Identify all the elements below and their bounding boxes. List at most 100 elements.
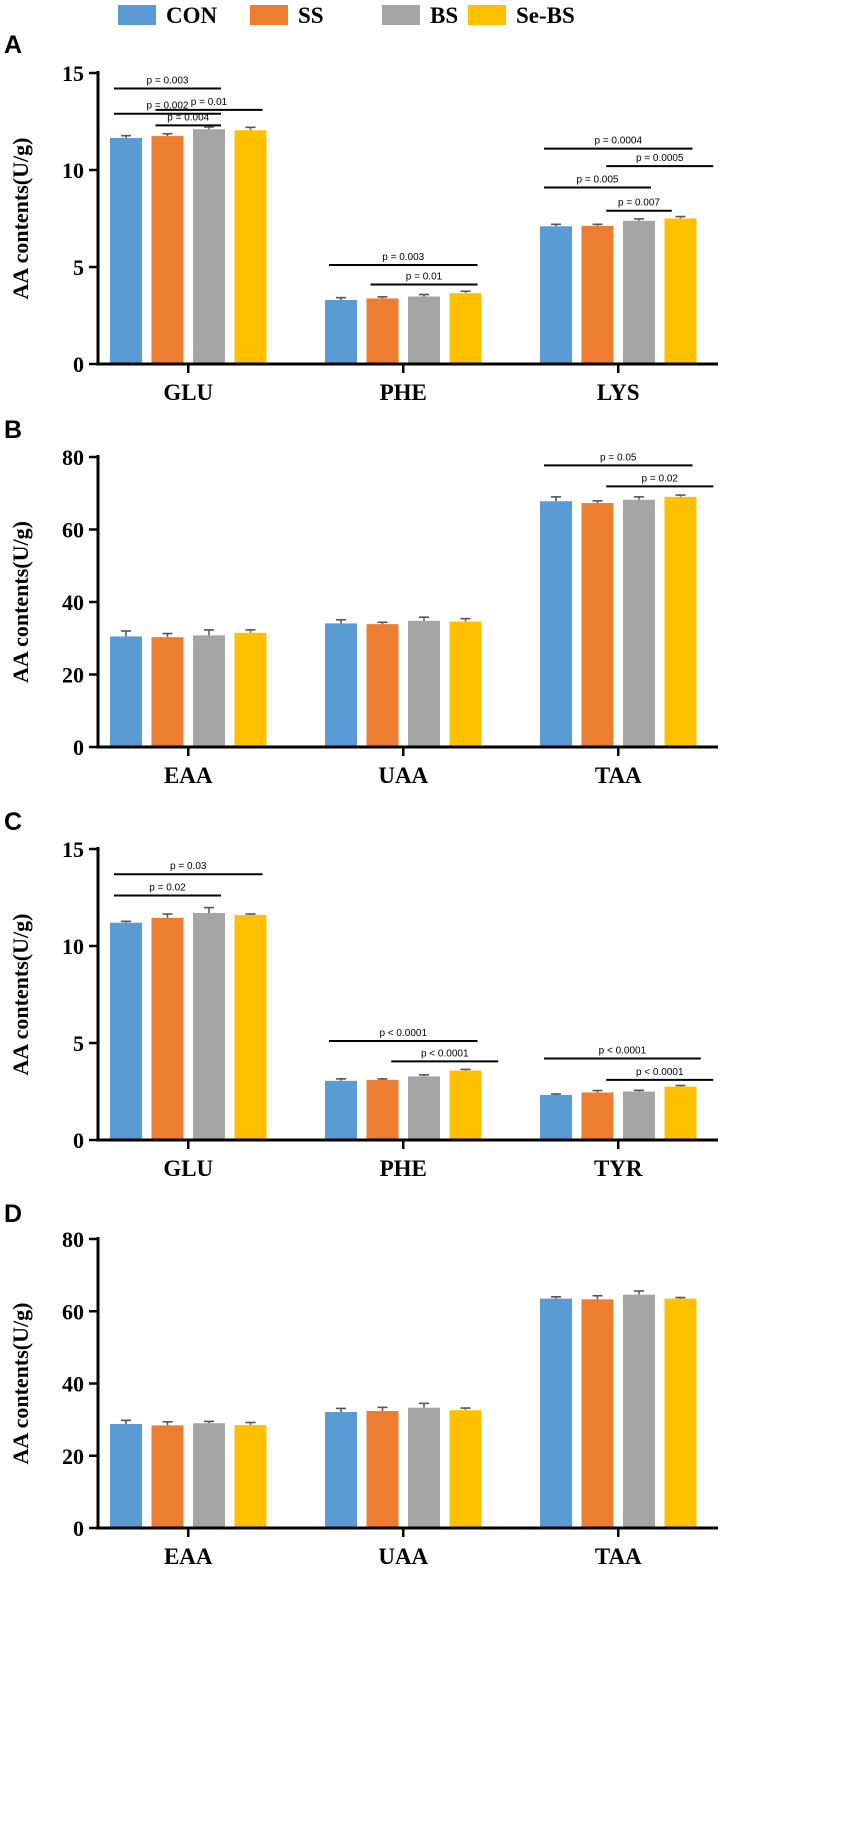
bar (581, 503, 614, 747)
y-tick-label: 5 (73, 1031, 84, 1056)
legend-swatch (250, 5, 288, 25)
bar (234, 130, 267, 364)
y-tick-label: 10 (62, 158, 84, 183)
x-tick-label: EAA (164, 763, 213, 788)
bar (540, 1298, 572, 1528)
bar (325, 299, 357, 364)
bar (581, 1299, 614, 1528)
y-tick-label: 40 (62, 1372, 84, 1397)
y-tick-label: 0 (73, 352, 84, 377)
x-tick-label: PHE (380, 380, 427, 405)
y-tick-label: 5 (73, 255, 84, 280)
x-tick-label: GLU (163, 380, 213, 405)
significance-label: p = 0.003 (382, 252, 424, 263)
significance-label: p = 0.01 (191, 97, 228, 108)
bar (325, 623, 357, 747)
significance-label: p = 0.004 (167, 112, 209, 123)
significance-label: p = 0.007 (618, 198, 660, 209)
bar (540, 1094, 572, 1140)
y-tick-label: 0 (73, 1516, 84, 1541)
y-tick-label: 15 (62, 837, 84, 862)
significance-label: p = 0.05 (600, 452, 637, 463)
y-axis-label: AA contents(U/g) (8, 521, 33, 683)
bar (449, 1410, 482, 1528)
bar (664, 496, 697, 747)
bar (366, 1079, 399, 1140)
bar (449, 293, 482, 364)
y-tick-label: 60 (62, 1299, 84, 1324)
bar (408, 1407, 440, 1528)
y-tick-label: 20 (62, 663, 84, 688)
y-tick-label: 80 (62, 445, 84, 470)
x-tick-label: GLU (163, 1156, 213, 1181)
legend-label: Se-BS (516, 3, 575, 28)
legend-swatch (118, 5, 156, 25)
significance-label: p = 0.002 (147, 101, 189, 112)
y-axis-label: AA contents(U/g) (8, 1303, 33, 1465)
y-tick-label: 15 (62, 61, 84, 86)
bar (664, 218, 697, 364)
bar (623, 499, 655, 747)
significance-label: p < 0.0001 (599, 1046, 647, 1057)
bar (623, 220, 655, 364)
legend-item: Se-BS (468, 3, 575, 28)
y-tick-label: 10 (62, 934, 84, 959)
y-tick-label: 0 (73, 1128, 84, 1153)
x-tick-label: TAA (595, 763, 642, 788)
chart-panel-c: C AA contents(U/g) 0 5 10 15 p = 0.03 p = 0.02 p… (4, 808, 718, 1181)
chart-panel-b: B AA contents(U/g) 0 20 40 60 80 p = 0.05 p = 0.… (4, 416, 718, 788)
y-tick-label: 20 (62, 1444, 84, 1469)
bar (366, 624, 399, 747)
bar (408, 296, 440, 364)
y-axis-label: AA contents(U/g) (8, 914, 33, 1076)
significance-label: p = 0.0005 (636, 153, 684, 164)
x-tick-label: PHE (380, 1156, 427, 1181)
significance-label: p = 0.003 (147, 76, 189, 87)
bar (151, 1425, 184, 1528)
bar (449, 1070, 482, 1140)
bar (623, 1091, 655, 1140)
bar (540, 226, 572, 364)
legend-label: CON (166, 3, 218, 28)
legend-swatch (382, 5, 420, 25)
bar (623, 1294, 655, 1528)
bar (110, 1423, 142, 1528)
bar (151, 917, 184, 1140)
bar (151, 136, 184, 364)
legend-swatch (468, 5, 506, 25)
y-tick-label: 40 (62, 590, 84, 615)
legend-item: CON (118, 3, 218, 28)
x-tick-label: TAA (595, 1544, 642, 1569)
panel-letter: B (4, 416, 22, 444)
bar (325, 1080, 357, 1140)
bar (151, 637, 184, 747)
y-axis-label: AA contents(U/g) (8, 138, 33, 300)
legend-label: SS (298, 3, 324, 28)
significance-label: p = 0.02 (642, 473, 679, 484)
significance-label: p = 0.01 (406, 271, 443, 282)
significance-label: p = 0.0004 (594, 136, 642, 147)
bar (325, 1412, 357, 1528)
bar (449, 621, 482, 747)
chart-panel-d: D AA contents(U/g) 0 20 40 60 80 EAA UAA TAA (4, 1200, 718, 1569)
significance-label: p = 0.005 (577, 174, 619, 185)
panel-letter: D (4, 1200, 22, 1228)
y-tick-label: 60 (62, 518, 84, 543)
significance-label: p = 0.03 (170, 861, 207, 872)
significance-label: p < 0.0001 (421, 1048, 469, 1059)
x-tick-label: LYS (597, 380, 640, 405)
bar (234, 914, 267, 1140)
bar (193, 635, 225, 747)
significance-label: p < 0.0001 (379, 1028, 427, 1039)
panel-letter: C (4, 808, 22, 836)
bar (366, 1410, 399, 1528)
x-tick-label: TYR (594, 1156, 643, 1181)
bar (110, 636, 142, 747)
x-tick-label: EAA (164, 1544, 213, 1569)
bar (664, 1086, 697, 1140)
bar (581, 225, 614, 364)
x-tick-label: UAA (378, 1544, 428, 1569)
y-tick-label: 0 (73, 735, 84, 760)
legend-item: SS (250, 3, 324, 28)
